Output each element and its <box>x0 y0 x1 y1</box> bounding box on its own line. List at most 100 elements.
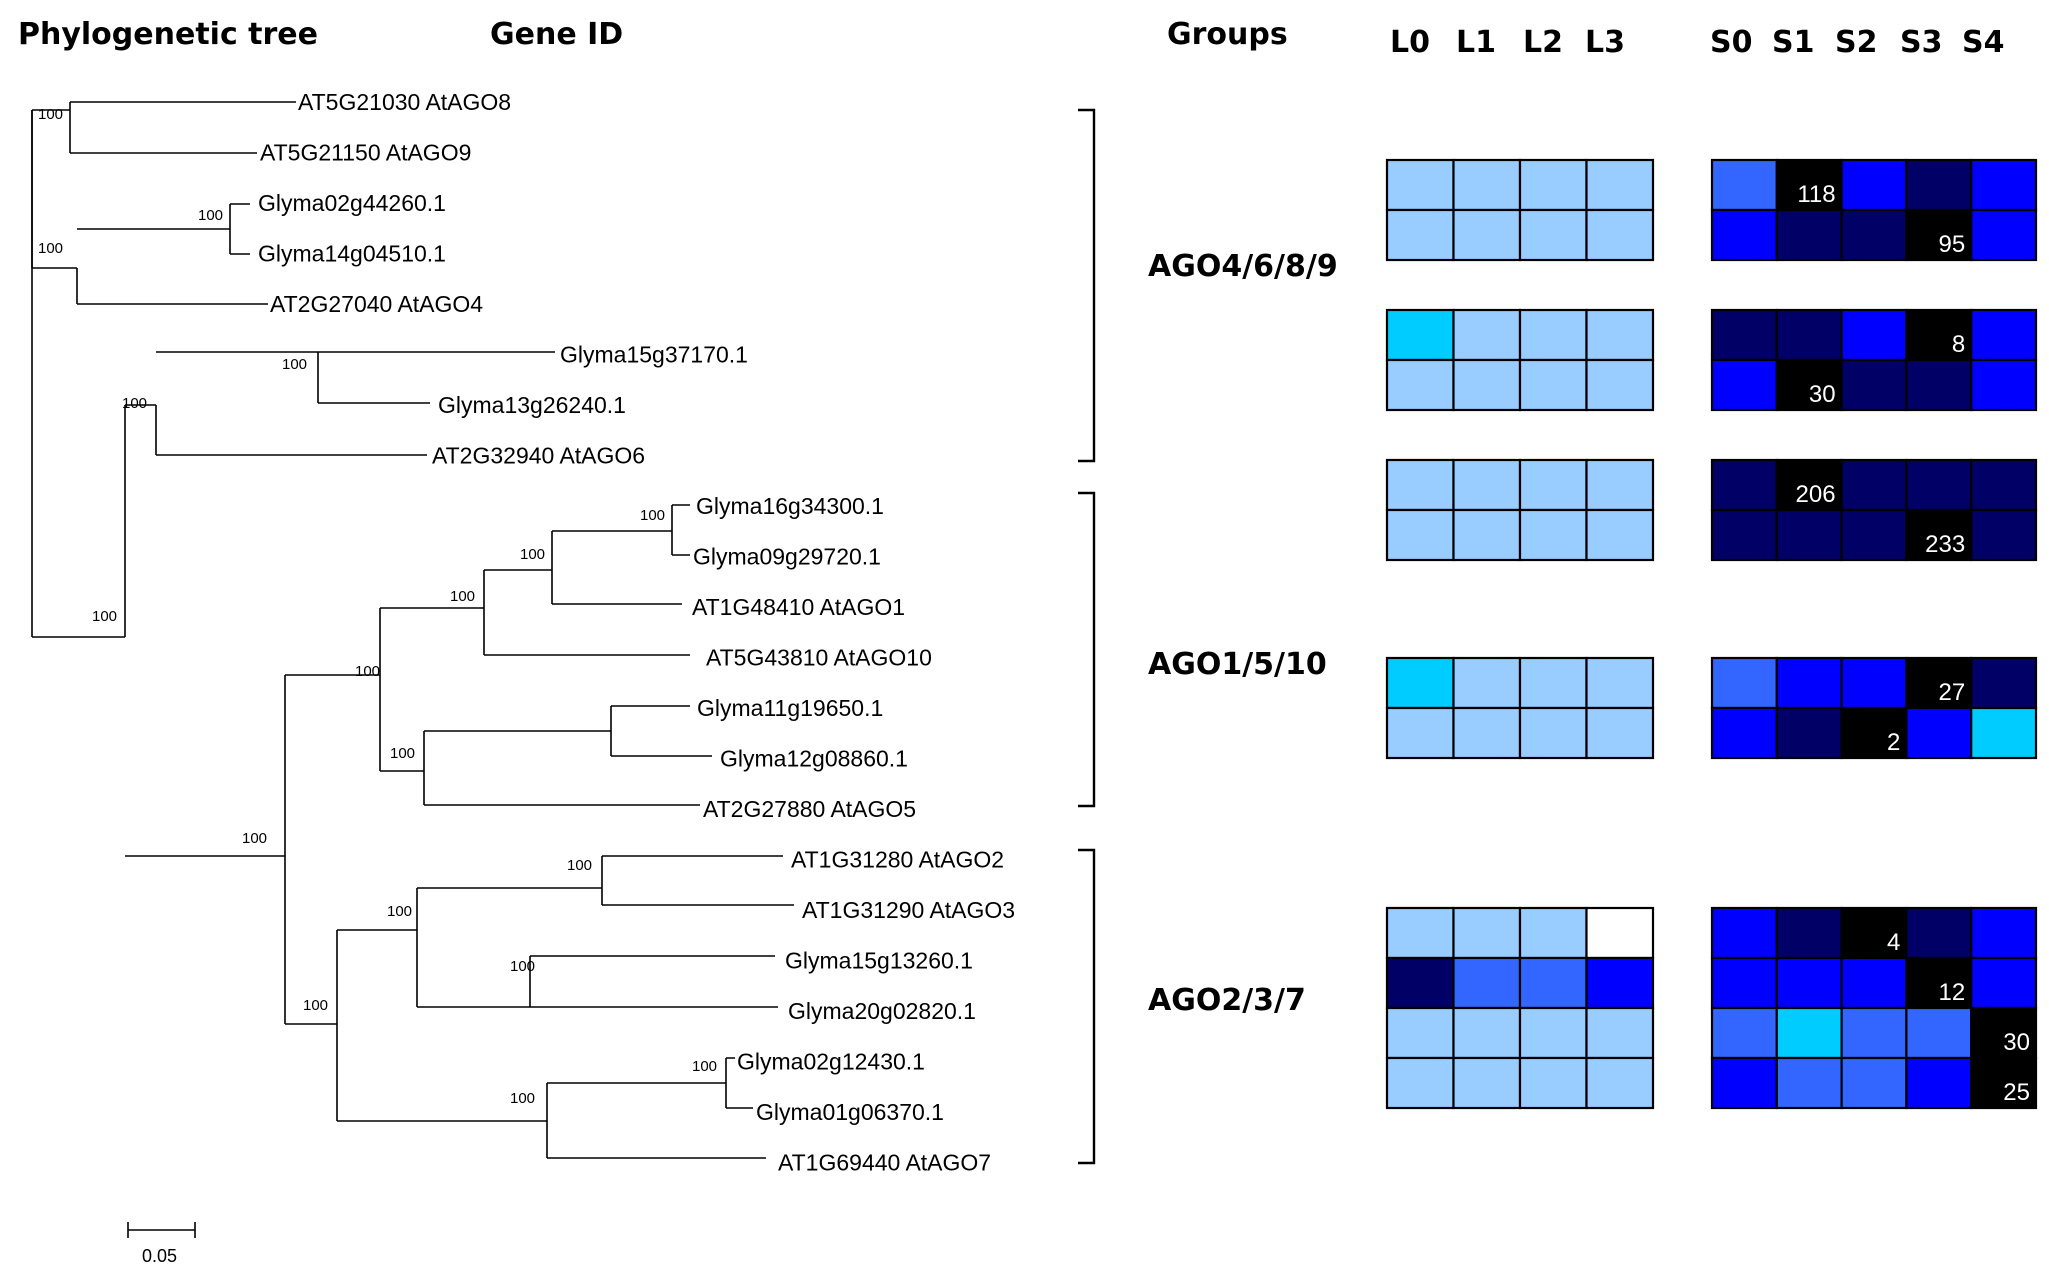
phylogenetic-tree <box>31 101 794 1159</box>
leaf-column-header: L2 <box>1523 25 1563 60</box>
leaf-heatmap-cell <box>1585 956 1655 1010</box>
bootstrap-value: 100 <box>520 546 545 563</box>
bootstrap-value: 100 <box>303 997 328 1014</box>
bootstrap-value: 100 <box>510 958 535 975</box>
heatmap-cell-value: 25 <box>2003 1079 2030 1106</box>
seed-heatmap-cell <box>1970 706 2038 760</box>
gene-label: AT1G69440 AtAGO7 <box>778 1150 991 1176</box>
heatmap-block: 118 95 <box>1385 158 2038 262</box>
bootstrap-value: 100 <box>38 240 63 257</box>
heatmap-cell-value: 30 <box>1809 381 1836 408</box>
gene-label: AT2G32940 AtAGO6 <box>432 443 645 469</box>
seed-heatmap-cell <box>1970 208 2038 262</box>
bootstrap-value: 100 <box>692 1058 717 1075</box>
leaf-column-header: L3 <box>1585 25 1625 60</box>
bootstrap-value: 100 <box>450 588 475 605</box>
heatmap-cell-value: 4 <box>1887 929 1900 956</box>
gene-label: Glyma13g26240.1 <box>438 392 626 418</box>
leaf-heatmap-cell <box>1518 458 1588 512</box>
seed-heatmap-cell <box>1840 956 1908 1010</box>
leaf-heatmap-cell <box>1452 906 1522 960</box>
heatmap-cell-value: 95 <box>1938 231 1965 258</box>
seed-heatmap-cell <box>1840 158 1908 212</box>
seed-heatmap-cell <box>1840 656 1908 710</box>
seed-heatmap-cell <box>1775 656 1843 710</box>
leaf-heatmap-cell <box>1518 358 1588 412</box>
bootstrap-value: 100 <box>355 663 380 680</box>
leaf-column-header: L0 <box>1390 25 1430 60</box>
seed-column-header: S2 <box>1835 25 1877 60</box>
seed-heatmap-cell <box>1970 508 2038 562</box>
seed-column-header: S1 <box>1772 25 1814 60</box>
bootstrap-value: 100 <box>387 903 412 920</box>
heatmap-block: 27 2 <box>1385 656 2038 760</box>
seed-heatmap-cell <box>1775 706 1843 760</box>
leaf-heatmap-cell <box>1452 706 1522 760</box>
seed-heatmap-cell <box>1840 208 1908 262</box>
seed-heatmap-cell <box>1905 706 1973 760</box>
leaf-heatmap-cell <box>1518 1056 1588 1110</box>
seed-heatmap-cell <box>1905 1006 1973 1060</box>
seed-heatmap-cell <box>1710 158 1778 212</box>
leaf-heatmap-cell <box>1452 956 1522 1010</box>
leaf-heatmap-cell <box>1585 1056 1655 1110</box>
leaf-heatmap-cell <box>1585 308 1655 362</box>
seed-column-header: S4 <box>1962 25 2004 60</box>
seed-heatmap-cell <box>1775 956 1843 1010</box>
seed-heatmap-cell <box>1775 208 1843 262</box>
heatmap-block: 4 12 30 25 <box>1385 906 2038 1110</box>
expression-heatmaps: 118 95 8 30 206 233 27 2 4 12 30 25 <box>1385 158 2038 1110</box>
seed-heatmap-cell <box>1905 906 1973 960</box>
gene-label: AT5G43810 AtAGO10 <box>706 645 932 671</box>
leaf-heatmap-cell <box>1518 906 1588 960</box>
seed-heatmap-cell <box>1840 508 1908 562</box>
scale-bar <box>127 1222 196 1238</box>
leaf-heatmap-cell <box>1385 906 1455 960</box>
seed-heatmap-cell <box>1970 308 2038 362</box>
leaf-heatmap-cell <box>1385 458 1455 512</box>
leaf-heatmap-cell <box>1452 1056 1522 1110</box>
gene-label: Glyma15g37170.1 <box>560 342 748 368</box>
seed-heatmap-cell <box>1970 358 2038 412</box>
bootstrap-value: 100 <box>198 207 223 224</box>
seed-heatmap-cell <box>1840 458 1908 512</box>
leaf-heatmap-cell <box>1385 208 1455 262</box>
gene-labels: AT5G21030 AtAGO8 AT5G21150 AtAGO9 Glyma02g… <box>258 89 1015 1176</box>
scale-bar-label: 0.05 <box>142 1246 177 1266</box>
leaf-heatmap-cell <box>1452 1006 1522 1060</box>
leaf-heatmap-cell <box>1518 308 1588 362</box>
leaf-heatmap-cell <box>1452 458 1522 512</box>
clade-ago7 <box>337 1057 766 1159</box>
heatmap-cell-value: 233 <box>1925 531 1965 558</box>
clade-ago2-3-7 <box>285 855 794 1121</box>
leaf-heatmap-cell <box>1518 656 1588 710</box>
leaf-heatmap-cell <box>1385 956 1455 1010</box>
root-branch <box>31 109 125 638</box>
seed-heatmap-cell <box>1710 1056 1778 1110</box>
seed-heatmap-cell <box>1840 1006 1908 1060</box>
seed-heatmap-cell <box>1905 358 1973 412</box>
leaf-heatmap-cell <box>1585 208 1655 262</box>
leaf-heatmap-cell <box>1585 358 1655 412</box>
heatmap-cell-value: 27 <box>1938 679 1965 706</box>
gene-label: AT5G21030 AtAGO8 <box>298 89 511 115</box>
seed-heatmap-cell <box>1775 508 1843 562</box>
heatmap-cell-value: 12 <box>1938 979 1965 1006</box>
clade-ago1-5-10 <box>285 504 690 771</box>
group-label-ago4689: AGO4/6/8/9 <box>1148 249 1338 284</box>
seed-column-header: S0 <box>1710 25 1752 60</box>
leaf-heatmap-cell <box>1385 656 1455 710</box>
leaf-heatmap-cell <box>1585 706 1655 760</box>
seed-heatmap-cell <box>1840 1056 1908 1110</box>
gene-label: Glyma01g06370.1 <box>756 1099 944 1125</box>
seed-heatmap-cell <box>1905 656 1973 710</box>
gene-label: Glyma09g29720.1 <box>693 544 881 570</box>
heatmap-block: 206 233 <box>1385 458 2038 562</box>
gene-label: AT2G27040 AtAGO4 <box>270 291 483 317</box>
leaf-column-header: L1 <box>1456 25 1496 60</box>
gene-label: Glyma12g08860.1 <box>720 746 908 772</box>
bootstrap-value: 100 <box>567 857 592 874</box>
bootstrap-value: 100 <box>282 356 307 373</box>
gene-label: Glyma15g13260.1 <box>785 948 973 974</box>
